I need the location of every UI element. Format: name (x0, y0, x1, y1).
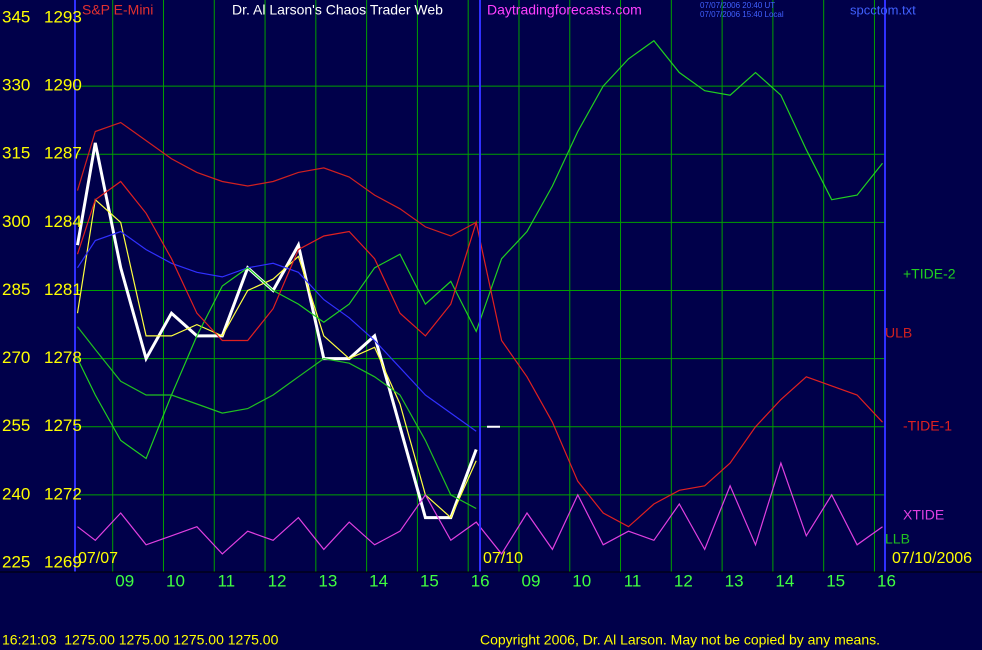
price-line (76, 198, 477, 519)
legend-label: +TIDE-2 (903, 266, 956, 282)
y2-tick-label: 1281 (44, 280, 82, 299)
price-line (76, 230, 477, 432)
website: Daytradingforecasts.com (487, 2, 642, 18)
y2-tick-label: 1272 (44, 484, 82, 503)
y-tick-label: 315 (2, 144, 30, 163)
x-tick-label: 14 (775, 571, 794, 590)
y-tick-label: 225 (2, 552, 30, 571)
legend-label: ULB (885, 325, 912, 341)
date-label: 07/10 (483, 550, 523, 567)
x-tick-label: 15 (420, 571, 439, 590)
y-tick-label: 330 (2, 76, 30, 95)
series-line (76, 39, 883, 460)
y-tick-label: 240 (2, 484, 30, 503)
chart-title: Dr. Al Larson's Chaos Trader Web (232, 2, 443, 18)
file-name: spcctom.txt (850, 2, 916, 17)
x-tick-label: 11 (624, 571, 642, 590)
status-line: 16:21:03 1275.00 1275.00 1275.00 1275.00 (2, 632, 279, 648)
series-line (77, 461, 883, 555)
y-tick-label: 345 (2, 7, 30, 26)
x-tick-label: 16 (471, 571, 490, 590)
legend-label: XTIDE (903, 507, 944, 523)
y-tick-label: 285 (2, 280, 30, 299)
y-tick-label: 300 (2, 212, 30, 231)
y2-tick-label: 1293 (44, 7, 82, 26)
grid (75, 0, 885, 572)
y-tick-label: 270 (2, 348, 30, 367)
timestamp: 07/07/2006 20:40 UT (700, 1, 775, 10)
lines (76, 39, 883, 555)
x-tick-label: 11 (217, 571, 235, 590)
y2-tick-label: 1278 (44, 348, 82, 367)
series-line (77, 326, 477, 510)
x-tick-label: 16 (877, 571, 896, 590)
legend-label: LLB (885, 531, 910, 547)
x-tick-label: 14 (369, 571, 388, 590)
copyright: Copyright 2006, Dr. Al Larson. May not b… (480, 632, 880, 648)
y2-tick-label: 1269 (44, 552, 82, 571)
date-label: 07/10/2006 (892, 550, 972, 567)
series-line (76, 180, 883, 528)
x-tick-label: 12 (268, 571, 287, 590)
y2-tick-label: 1284 (44, 212, 82, 231)
x-tick-label: 12 (674, 571, 693, 590)
y2-tick-label: 1290 (44, 76, 82, 95)
legend-label: -TIDE-1 (903, 418, 952, 434)
y-tick-label: 255 (2, 416, 30, 435)
x-tick-label: 09 (522, 571, 541, 590)
x-tick-label: 13 (318, 571, 337, 590)
x-tick-label: 09 (115, 571, 134, 590)
x-tick-label: 15 (826, 571, 845, 590)
series-line (76, 121, 477, 237)
date-label: 07/07 (78, 550, 118, 567)
y2-tick-label: 1275 (44, 416, 82, 435)
x-tick-label: 13 (725, 571, 744, 590)
y2-tick-label: 1287 (44, 144, 82, 163)
x-tick-label: 10 (572, 571, 591, 590)
timestamp: 07/07/2006 15:40 Local (700, 10, 784, 19)
x-tick-label: 10 (166, 571, 185, 590)
symbol: S&P E-Mini (82, 2, 153, 18)
